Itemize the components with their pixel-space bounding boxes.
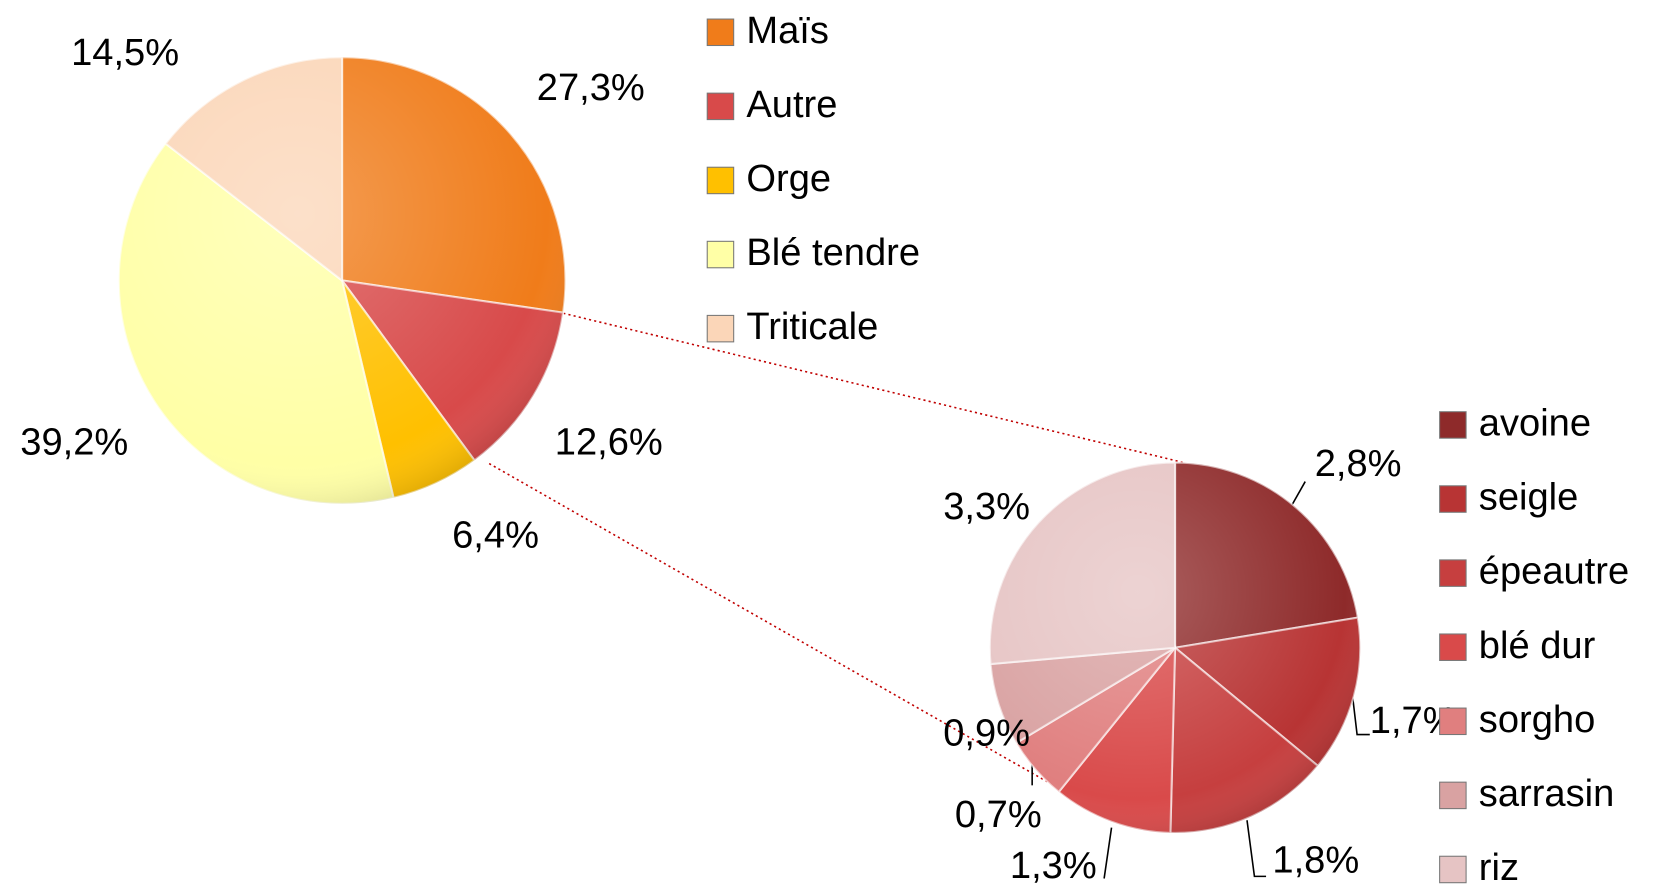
data-label: 27,3% xyxy=(537,67,645,109)
legend-label: Blé tendre xyxy=(746,232,920,274)
data-label: 2,8% xyxy=(1315,443,1402,485)
data-label: 6,4% xyxy=(452,515,539,557)
leader-line xyxy=(1103,827,1113,879)
data-label: 1,8% xyxy=(1272,840,1359,882)
legend-label: sorgho xyxy=(1479,699,1595,741)
legend-swatch xyxy=(1439,485,1467,513)
legend-label: sarrasin xyxy=(1479,773,1615,815)
data-label: 0,9% xyxy=(943,713,1030,755)
legend-label: riz xyxy=(1479,847,1519,888)
connector xyxy=(488,462,1064,792)
legend-label: épeautre xyxy=(1479,551,1629,593)
leader-line xyxy=(1246,820,1267,878)
legend-swatch xyxy=(706,18,735,47)
legend-label: Triticale xyxy=(746,306,878,348)
data-label: 39,2% xyxy=(20,422,128,464)
pie-slice xyxy=(341,56,567,314)
data-label: 3,3% xyxy=(943,486,1030,528)
pie-slice xyxy=(1173,461,1360,649)
legend-swatch xyxy=(1439,855,1467,884)
pies: 27,3% 12,6% 6,4% 39,2% 14,5% Maïs Autre Orge Blé… xyxy=(20,10,1629,888)
leader-line xyxy=(1290,481,1306,507)
legend-swatch xyxy=(1439,781,1467,810)
data-label: 12,6% xyxy=(555,422,663,464)
legend-swatch xyxy=(706,240,735,269)
legend-swatch xyxy=(706,92,735,121)
legend-swatch xyxy=(706,166,735,195)
legend-label: Autre xyxy=(746,84,837,126)
data-label: 0,7% xyxy=(955,794,1042,836)
legend-label: Maïs xyxy=(746,10,829,52)
data-label: 1,3% xyxy=(1010,845,1097,887)
connector xyxy=(563,312,1184,464)
legend-swatch xyxy=(1439,559,1467,587)
legend-label: avoine xyxy=(1479,403,1591,445)
data-label: 14,5% xyxy=(71,32,179,74)
legend-swatch xyxy=(706,314,735,343)
legend-swatch xyxy=(1439,411,1467,439)
legend-swatch xyxy=(1439,707,1467,736)
legend-label: Orge xyxy=(746,158,831,200)
leader-line xyxy=(1352,698,1370,736)
legend-label: blé dur xyxy=(1479,625,1596,667)
legend-label: seigle xyxy=(1479,477,1579,519)
legend-swatch xyxy=(1439,633,1467,661)
